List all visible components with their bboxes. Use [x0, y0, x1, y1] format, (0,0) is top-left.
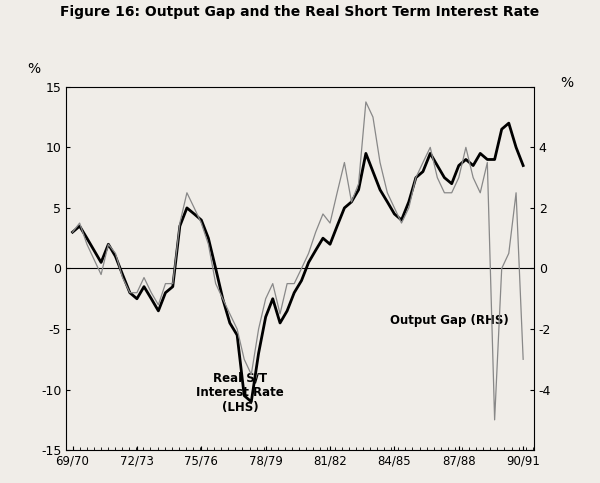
Y-axis label: %: % — [560, 76, 573, 90]
Y-axis label: %: % — [27, 62, 40, 76]
Text: Figure 16: Output Gap and the Real Short Term Interest Rate: Figure 16: Output Gap and the Real Short… — [61, 5, 539, 19]
Text: Output Gap (RHS): Output Gap (RHS) — [390, 314, 509, 327]
Text: Real S/T
Interest Rate
(LHS): Real S/T Interest Rate (LHS) — [196, 371, 284, 414]
